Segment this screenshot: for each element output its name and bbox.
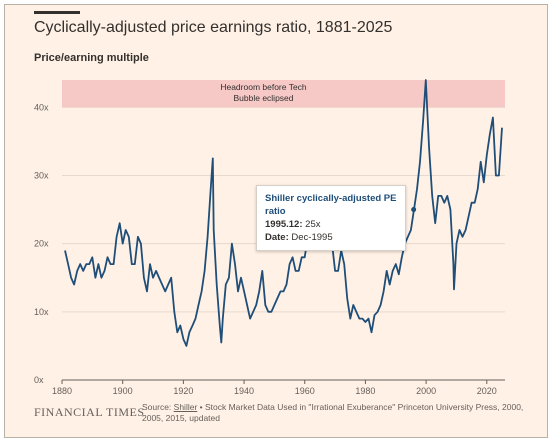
x-tick-label-2020: 2020 [477,386,497,396]
y-axis-label: Price/earning multiple [34,52,149,64]
y-tick-label-30: 30x [34,170,49,180]
x-tick-label-1900: 1900 [113,386,133,396]
x-tick-label-1880: 1880 [52,386,72,396]
y-tick-labels: 0x 10x 20x 30x 40x [34,102,49,385]
headroom-band-label-line1: Headroom before Tech [220,82,307,92]
x-tick-labels: 1880 1900 1920 1940 1960 1980 2000 2020 [52,386,497,396]
tooltip-value: 25x [305,219,321,230]
x-tick-label-2000: 2000 [416,386,436,396]
x-tick-label-1940: 1940 [234,386,254,396]
y-tick-label-10: 10x [34,307,49,317]
tooltip: Shiller cyclically-adjusted PE ratio 199… [256,185,406,251]
source-rest: • Stock Market Data Used in "Irrational … [142,402,524,423]
tooltip-value-row: 1995.12: 25x [265,218,397,231]
x-axis [61,379,505,384]
headroom-band-label-line2: Bubble eclipsed [233,93,293,103]
chart-title: Cyclically-adjusted price earnings ratio… [34,19,393,36]
tooltip-date-label: Date: [265,232,289,243]
y-tick-label-0: 0x [34,375,44,385]
x-tick-label-1960: 1960 [295,386,315,396]
hover-point [411,207,417,213]
tooltip-series-name: Shiller cyclically-adjusted PE ratio [265,193,397,217]
source-link[interactable]: Shiller [173,402,198,412]
title-accent-bar [34,11,80,14]
y-tick-label-20: 20x [34,239,49,249]
source-note: Source: Shiller • Stock Market Data Used… [142,402,532,424]
headroom-band-rect [62,80,505,108]
tooltip-date: Dec-1995 [291,232,333,243]
x-tick-label-1980: 1980 [355,386,375,396]
series-line-cape[interactable] [64,79,503,347]
ft-brand: FINANCIAL TIMES [34,405,145,419]
y-tick-label-40: 40x [34,102,49,112]
tooltip-value-label: 1995.12: [265,219,303,230]
tooltip-date-row: Date: Dec-1995 [265,231,397,244]
headroom-band: Headroom before Tech Bubble eclipsed [62,80,505,108]
source-prefix: Source: [142,402,174,412]
x-tick-label-1920: 1920 [173,386,193,396]
